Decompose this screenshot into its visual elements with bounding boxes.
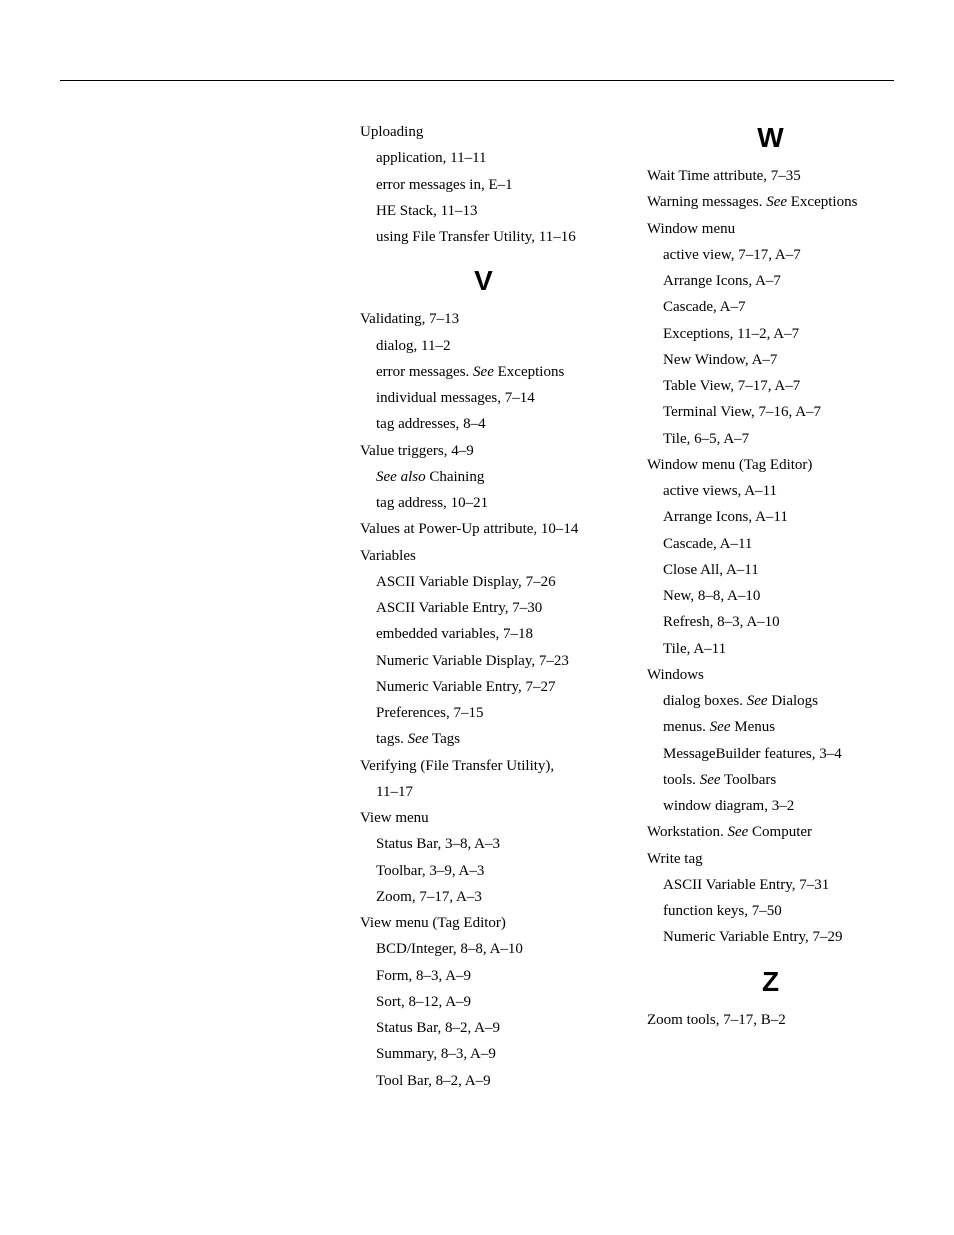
sub-window-menu-tag-0: active views, A–11: [647, 481, 894, 501]
sub-variables-1: ASCII Variable Entry, 7–30: [360, 598, 607, 618]
sub-validating-1: error messages. See Exceptions: [360, 362, 607, 382]
sub-window-menu-2: Cascade, A–7: [647, 297, 894, 317]
sub-window-menu-tag-4: New, 8–8, A–10: [647, 586, 894, 606]
right-column: W Wait Time attribute, 7–35 Warning mess…: [647, 122, 894, 1097]
sub-window-menu-tag-2: Cascade, A–11: [647, 534, 894, 554]
sub-window-menu-tag-5: Refresh, 8–3, A–10: [647, 612, 894, 632]
sub-variables-2: embedded variables, 7–18: [360, 624, 607, 644]
entry-head: Uploading: [360, 124, 423, 140]
sub-view-menu-2: Zoom, 7–17, A–3: [360, 887, 607, 907]
sub-view-menu-tag-2: Sort, 8–12, A–9: [360, 992, 607, 1012]
sub-variables-3: Numeric Variable Display, 7–23: [360, 651, 607, 671]
entry-value-triggers: Value triggers, 4–9: [360, 441, 607, 461]
entry-values-power-up: Values at Power-Up attribute, 10–14: [360, 519, 607, 539]
sub-write-tag-0: ASCII Variable Entry, 7–31: [647, 875, 894, 895]
sub-view-menu-tag-3: Status Bar, 8–2, A–9: [360, 1018, 607, 1038]
sub-validating-3: tag addresses, 8–4: [360, 414, 607, 434]
index-page: Uploading application, 11–11 error messa…: [360, 122, 894, 1097]
sub-window-menu-6: Terminal View, 7–16, A–7: [647, 402, 894, 422]
entry-zoom-tools: Zoom tools, 7–17, B–2: [647, 1010, 894, 1030]
sub-window-menu-tag-6: Tile, A–11: [647, 639, 894, 659]
left-column: Uploading application, 11–11 error messa…: [360, 122, 607, 1097]
entry-write-tag: Write tag: [647, 849, 894, 869]
sub-uploading-2: HE Stack, 11–13: [360, 201, 607, 221]
sub-view-menu-tag-5: Tool Bar, 8–2, A–9: [360, 1071, 607, 1091]
sub-uploading-0: application, 11–11: [360, 148, 607, 168]
entry-verifying: Verifying (File Transfer Utility),: [360, 756, 607, 776]
sub-uploading-3: using File Transfer Utility, 11–16: [360, 227, 607, 247]
entry-view-menu-tag: View menu (Tag Editor): [360, 913, 607, 933]
entry-validating: Validating, 7–13: [360, 309, 607, 329]
entry-window-menu: Window menu: [647, 219, 894, 239]
sub-windows-2: MessageBuilder features, 3–4: [647, 744, 894, 764]
sub-view-menu-tag-4: Summary, 8–3, A–9: [360, 1044, 607, 1064]
sub-variables-0: ASCII Variable Display, 7–26: [360, 572, 607, 592]
sub-window-menu-0: active view, 7–17, A–7: [647, 245, 894, 265]
sub-variables-5: Preferences, 7–15: [360, 703, 607, 723]
sub-variables-6: tags. See Tags: [360, 729, 607, 749]
letter-heading-v: V: [360, 265, 607, 297]
sub-windows-4: window diagram, 3–2: [647, 796, 894, 816]
entry-uploading: Uploading: [360, 122, 607, 142]
entry-workstation: Workstation. See Computer: [647, 822, 894, 842]
letter-heading-w: W: [647, 122, 894, 154]
entry-wait-time: Wait Time attribute, 7–35: [647, 166, 894, 186]
entry-warning-messages: Warning messages. See Exceptions: [647, 192, 894, 212]
sub-variables-4: Numeric Variable Entry, 7–27: [360, 677, 607, 697]
sub-verifying-loc: 11–17: [360, 782, 607, 802]
sub-value-triggers-1: tag address, 10–21: [360, 493, 607, 513]
sub-value-triggers-0: See also Chaining: [360, 467, 607, 487]
sub-validating-2: individual messages, 7–14: [360, 388, 607, 408]
top-rule: [60, 80, 894, 81]
entry-view-menu: View menu: [360, 808, 607, 828]
sub-window-menu-tag-3: Close All, A–11: [647, 560, 894, 580]
sub-windows-1: menus. See Menus: [647, 717, 894, 737]
entry-variables: Variables: [360, 546, 607, 566]
entry-windows: Windows: [647, 665, 894, 685]
sub-window-menu-3: Exceptions, 11–2, A–7: [647, 324, 894, 344]
sub-validating-0: dialog, 11–2: [360, 336, 607, 356]
sub-view-menu-0: Status Bar, 3–8, A–3: [360, 834, 607, 854]
sub-window-menu-7: Tile, 6–5, A–7: [647, 429, 894, 449]
sub-view-menu-tag-1: Form, 8–3, A–9: [360, 966, 607, 986]
sub-windows-0: dialog boxes. See Dialogs: [647, 691, 894, 711]
letter-heading-z: Z: [647, 966, 894, 998]
sub-window-menu-4: New Window, A–7: [647, 350, 894, 370]
sub-write-tag-2: Numeric Variable Entry, 7–29: [647, 927, 894, 947]
sub-write-tag-1: function keys, 7–50: [647, 901, 894, 921]
sub-view-menu-1: Toolbar, 3–9, A–3: [360, 861, 607, 881]
entry-window-menu-tag: Window menu (Tag Editor): [647, 455, 894, 475]
sub-uploading-1: error messages in, E–1: [360, 175, 607, 195]
sub-window-menu-tag-1: Arrange Icons, A–11: [647, 507, 894, 527]
sub-windows-3: tools. See Toolbars: [647, 770, 894, 790]
sub-window-menu-5: Table View, 7–17, A–7: [647, 376, 894, 396]
sub-window-menu-1: Arrange Icons, A–7: [647, 271, 894, 291]
sub-view-menu-tag-0: BCD/Integer, 8–8, A–10: [360, 939, 607, 959]
